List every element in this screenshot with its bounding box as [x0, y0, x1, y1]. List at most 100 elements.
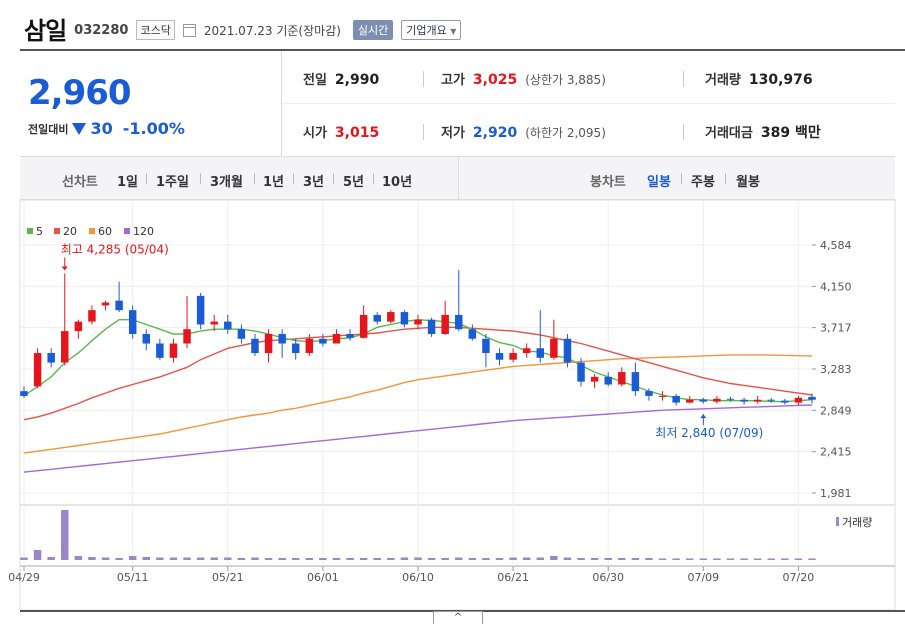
volume-bar — [210, 557, 218, 560]
candle-body — [332, 333, 341, 344]
candle-body — [794, 397, 803, 403]
high-value: 3,025 — [472, 72, 518, 88]
volume-bar — [509, 557, 517, 560]
dropdown-icon: ▼ — [450, 27, 457, 36]
period-10y[interactable]: 10년 — [382, 175, 413, 190]
high-price: 고가 3,025 (상한가 3,885) — [441, 69, 606, 88]
stock-chart[interactable]: 1,981 2,415 2,849 3,283 3,717 4,150 4,584 04/29… — [0, 200, 905, 610]
period-5y[interactable]: 5년 — [343, 175, 365, 190]
down-triangle-icon — [72, 122, 87, 135]
y-tick-label: 1,981 — [820, 487, 852, 500]
candle-body — [210, 321, 218, 325]
legend-label: 60 — [98, 225, 112, 238]
candle-body — [577, 362, 585, 382]
volume-bar — [577, 558, 585, 560]
candle-daily[interactable]: 일봉 — [647, 175, 671, 190]
candle-body — [400, 312, 409, 325]
low-annotation: 최저 2,840 (07/09) — [655, 426, 763, 440]
lower-limit: (하한가 2,095) — [525, 126, 606, 140]
collapse-toggle-button[interactable]: ^ — [433, 611, 483, 624]
candle-body — [699, 399, 708, 402]
prev-value: 2,990 — [334, 72, 380, 88]
volume-bar — [169, 557, 178, 560]
candle-body — [251, 338, 259, 354]
stock-code: 032280 — [74, 22, 129, 38]
candle-weekly[interactable]: 주봉 — [691, 175, 715, 190]
candle-body — [740, 399, 748, 402]
period-3y[interactable]: 3년 — [303, 175, 325, 190]
candle-body — [305, 338, 314, 354]
volume-bar — [373, 558, 381, 560]
amount-value: 389 백만 — [760, 125, 821, 141]
price-box: 2,960 전일대비 30 -1.00% — [20, 51, 282, 157]
period-1y[interactable]: 1년 — [263, 175, 285, 190]
separator — [423, 71, 424, 87]
candle-body — [142, 333, 151, 344]
low-value: 2,920 — [472, 125, 518, 141]
divider — [681, 173, 682, 184]
volume-bar — [685, 558, 694, 560]
legend-swatch — [89, 228, 95, 234]
high-annotation: 최고 4,285 (05/04) — [61, 242, 169, 256]
candle-body — [88, 310, 96, 322]
x-tick-label: 06/30 — [592, 571, 624, 584]
divider — [200, 173, 201, 184]
candle-monthly[interactable]: 월봉 — [736, 175, 760, 190]
volume-bar — [495, 558, 504, 560]
volume-bar — [20, 557, 28, 560]
prev-close: 전일 2,990 — [303, 69, 379, 88]
change-percent: -1.00% — [122, 119, 185, 138]
volume-bar — [156, 557, 164, 560]
period-1d[interactable]: 1일 — [117, 175, 139, 190]
volume-bar — [74, 556, 83, 560]
legend-label: 120 — [133, 225, 154, 238]
x-tick-label: 07/20 — [783, 571, 815, 584]
candle-body — [427, 319, 436, 334]
candle-body — [264, 333, 273, 354]
volume-bar — [781, 558, 789, 560]
volume-bar — [713, 558, 721, 560]
x-tick-label: 06/10 — [402, 571, 434, 584]
company-overview-button[interactable]: 기업개요 ▼ — [401, 20, 462, 40]
candle-body — [781, 400, 789, 403]
candle-body — [128, 310, 137, 334]
volume-bar — [237, 558, 246, 560]
period-1w[interactable]: 1주일 — [156, 175, 189, 190]
line-chart-label: 선차트 — [62, 175, 98, 190]
candle-body — [808, 396, 816, 400]
volume-bar — [645, 558, 653, 560]
open-price: 시가 3,015 — [303, 122, 379, 141]
candle-body — [767, 399, 775, 401]
legend-swatch — [54, 228, 60, 234]
divider — [333, 173, 334, 184]
volume-bar — [319, 558, 327, 560]
candle-body — [373, 314, 381, 322]
candle-body — [414, 319, 422, 325]
volume-bar — [183, 557, 191, 560]
volume-bar — [740, 558, 748, 560]
candle-body — [196, 295, 205, 325]
y-tick-label: 2,415 — [820, 446, 852, 459]
candle-body — [156, 343, 164, 358]
volume-bar — [753, 558, 762, 560]
candle-body — [319, 338, 327, 344]
y-tick-label: 3,717 — [820, 322, 852, 335]
price-info-grid: 전일 2,990 고가 3,025 (상한가 3,885) 거래량 130,97… — [283, 51, 895, 157]
ma120-line — [23, 404, 813, 473]
prev-label: 전일 — [303, 73, 327, 88]
volume-bar — [359, 558, 368, 560]
volume-bar — [101, 557, 110, 560]
volume-bar — [726, 558, 735, 560]
period-3m[interactable]: 3개월 — [210, 175, 243, 190]
realtime-button[interactable]: 실시간 — [352, 20, 394, 40]
candle-body — [455, 314, 463, 330]
volume-label: 거래량 — [705, 73, 741, 88]
separator — [683, 71, 684, 87]
volume-bar — [441, 558, 449, 560]
candle-body — [726, 398, 735, 400]
stock-name: 삼일 — [24, 16, 67, 45]
volume-bar — [346, 558, 354, 560]
volume-bar — [590, 558, 599, 560]
candle-body — [115, 300, 123, 311]
candle-body — [713, 398, 721, 402]
